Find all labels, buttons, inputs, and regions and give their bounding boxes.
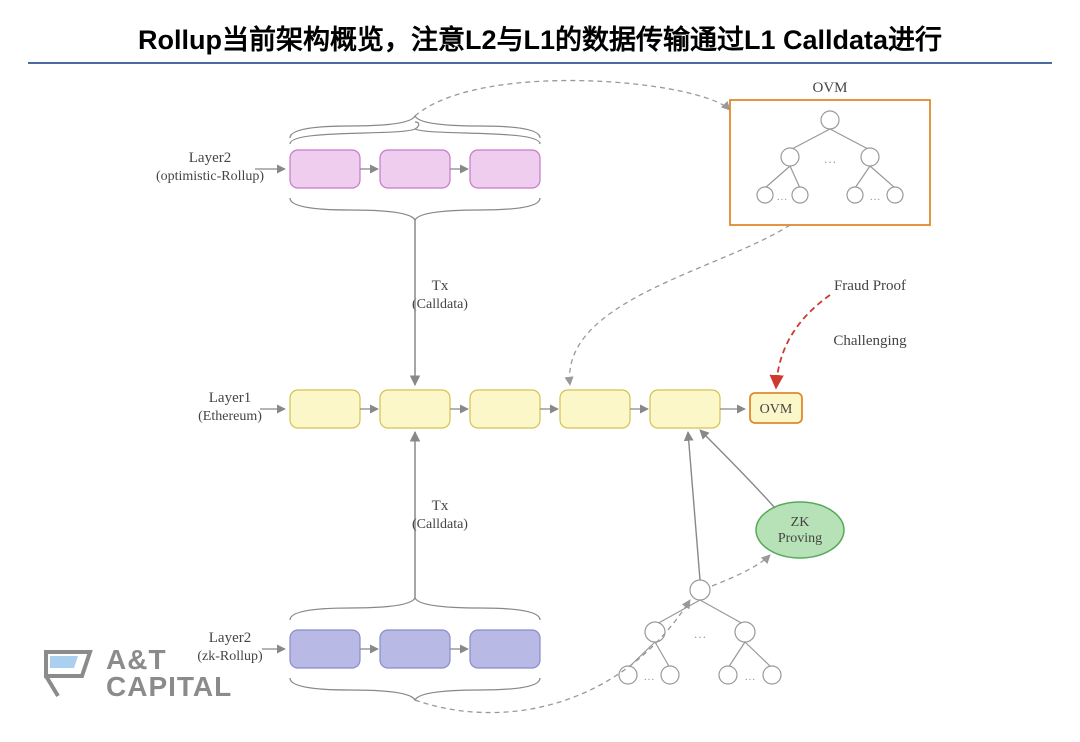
label-tx2b: (Calldata) [412,517,468,532]
zk-proving-node [756,502,844,558]
l1-block-3 [470,390,540,428]
svg-text:…: … [644,671,655,683]
label-tx2: Tx [432,498,449,514]
dash-opt-to-ovm [415,81,730,116]
logo-text: A&T CAPITAL [106,647,232,700]
zk-prove-1: ZK [791,515,810,530]
zk-tree: … … … [619,580,781,684]
l1-row [290,390,745,428]
label-fraud: Fraud Proof [834,278,906,294]
zk-prove-2: Proving [778,531,822,546]
svg-text:…: … [694,626,707,641]
label-tx1b: (Calldata) [412,297,468,312]
label-l2-opt: Layer2 [189,150,231,166]
opt-row [290,150,540,188]
title-divider [28,62,1052,64]
opt-block-2 [380,150,450,188]
ovm-title: OVM [812,80,847,96]
logo-line1: A&T [106,647,232,674]
label-l2-zk: Layer2 [209,630,251,646]
logo-icon [40,646,96,702]
label-l1-sub: (Ethereum) [198,409,262,424]
arrow-tree-to-l1 [688,432,700,580]
zk-block-1 [290,630,360,668]
label-tx1: Tx [432,278,449,294]
dash-ovm-to-l1 [570,225,790,385]
ovm-tree: … … … [757,111,903,203]
label-l1: Layer1 [209,390,251,406]
l1-block-4 [560,390,630,428]
zk-block-2 [380,630,450,668]
zk-block-3 [470,630,540,668]
page-title: Rollup当前架构概览，注意L2与L1的数据传输通过L1 Calldata进行 [0,18,1080,57]
opt-block-3 [470,150,540,188]
brace-opt-bottom [290,198,540,220]
logo-line2: CAPITAL [106,674,232,701]
brace-zk-bottom [290,678,540,700]
opt-block-1 [290,150,360,188]
ovm-small-label: OVM [760,402,793,417]
svg-text:…: … [824,151,837,166]
l1-block-1 [290,390,360,428]
brace-zk-top [290,598,540,620]
label-challenging: Challenging [833,333,907,349]
arrow-zkprove-to-l1 [700,430,775,508]
svg-text:…: … [745,671,756,683]
dash-tree-to-zkprove [712,555,770,586]
l1-block-5 [650,390,720,428]
zk-row [290,630,540,668]
svg-text:…: … [870,191,881,203]
brace-opt-top [290,122,540,144]
architecture-diagram: Layer2 (optimistic-Rollup) Tx (Calldata)… [0,70,1080,742]
arrow-fraud [776,295,830,388]
dash-zk-to-tree [415,600,690,713]
label-l2-opt-sub: (optimistic-Rollup) [156,169,264,184]
l1-block-2 [380,390,450,428]
svg-text:…: … [777,191,788,203]
logo-watermark: A&T CAPITAL [40,646,232,702]
